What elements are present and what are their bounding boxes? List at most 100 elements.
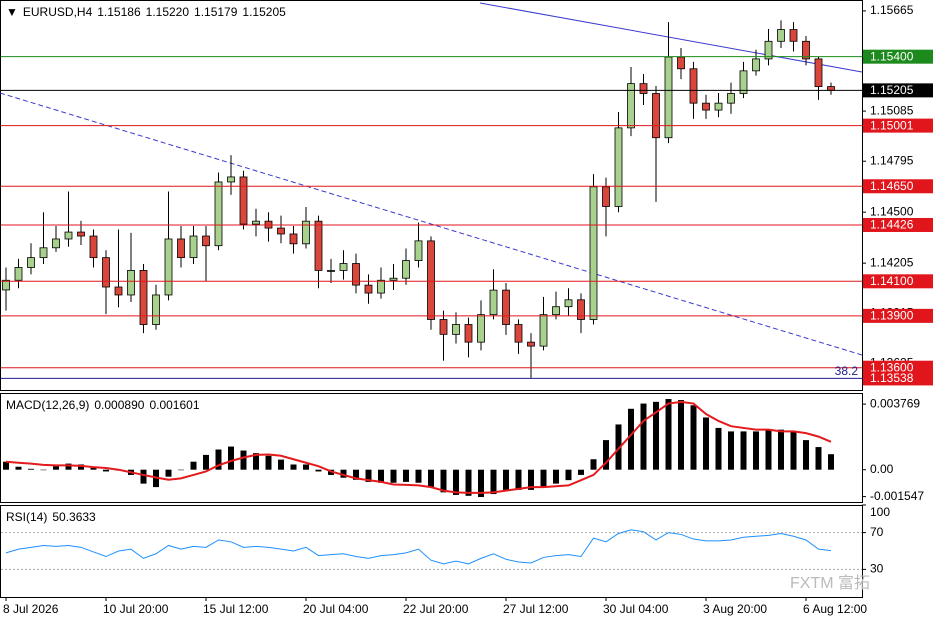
macd-bar xyxy=(440,469,447,493)
macd-bar xyxy=(665,399,672,470)
x-tick-label: 22 Jul 20:00 xyxy=(403,602,469,616)
macd-bar xyxy=(565,469,572,481)
macd-bar xyxy=(503,469,509,490)
y-tick-label: 0.003769 xyxy=(870,396,920,410)
candle-body xyxy=(152,294,160,325)
candle-body xyxy=(827,86,835,91)
macd-bar xyxy=(603,440,609,470)
macd-bar xyxy=(353,469,359,480)
level-box xyxy=(863,274,933,289)
candle-body xyxy=(139,270,148,325)
x-tick-label: 30 Jul 04:00 xyxy=(603,602,669,616)
macd-header: MACD(12,26,9) 0.000890 0.001601 xyxy=(6,398,205,412)
y-tick-label: 1.15665 xyxy=(870,3,914,17)
candle-body xyxy=(602,186,610,207)
macd-bar xyxy=(590,459,597,470)
candle-body xyxy=(414,240,423,261)
fibo-label: 38.2 xyxy=(835,364,859,378)
macd-bar xyxy=(715,427,722,470)
y-tick-label: 30 xyxy=(870,562,884,576)
candle-body xyxy=(639,83,648,94)
macd-bar xyxy=(540,469,547,488)
level-label: 1.13900 xyxy=(870,309,914,323)
macd-bar xyxy=(578,469,584,475)
macd-bar xyxy=(203,454,209,470)
candle-body xyxy=(489,289,498,316)
macd-bar xyxy=(453,469,459,495)
level-label: 1.13600 xyxy=(870,360,914,374)
symbol-header: ▼ EURUSD,H4 1.15186 1.15220 1.15179 1.15205 xyxy=(6,5,291,19)
macd-bar xyxy=(403,469,409,482)
macd-bar xyxy=(265,455,272,470)
macd-bar xyxy=(278,459,284,470)
candle-body xyxy=(539,314,548,347)
level-label: 1.15400 xyxy=(870,49,914,63)
macd-bar xyxy=(90,467,97,470)
y-tick-label: 1.14795 xyxy=(870,153,914,167)
macd-bar xyxy=(290,464,297,470)
candle-body xyxy=(64,231,73,240)
candle-body xyxy=(389,277,398,281)
y-tick-label: 1.15085 xyxy=(870,103,914,117)
macd-bar xyxy=(553,469,559,484)
candle-body xyxy=(314,220,323,271)
macd-value: 0.000890 xyxy=(94,398,145,412)
candle-body xyxy=(277,227,285,235)
candle-body xyxy=(764,40,773,60)
x-tick-label: 3 Aug 20:00 xyxy=(703,602,767,616)
macd-bar xyxy=(415,469,422,483)
x-tick-label: 15 Jul 12:00 xyxy=(203,602,269,616)
level-box xyxy=(863,371,933,386)
macd-title: MACD(12,26,9) xyxy=(6,398,90,412)
rsi-panel xyxy=(0,505,863,598)
macd-bar xyxy=(78,464,84,470)
macd-bar xyxy=(803,440,809,470)
candle-body xyxy=(102,257,110,288)
y-tick-label: -0.001547 xyxy=(870,489,924,503)
level-label: 1.15205 xyxy=(870,83,914,97)
level-label: 1.13538 xyxy=(870,371,914,385)
symbol: EURUSD,H4 xyxy=(22,5,93,19)
macd-bar xyxy=(728,431,734,470)
level-label: 1.14650 xyxy=(870,179,914,193)
level-label: 1.14426 xyxy=(870,218,914,232)
y-tick-label: 100 xyxy=(870,505,890,519)
rsi-line xyxy=(5,529,832,565)
candle-body xyxy=(189,235,198,259)
macd-bar xyxy=(703,417,709,470)
macd-bar xyxy=(390,469,397,483)
candle-body xyxy=(702,102,710,111)
candle-body xyxy=(2,279,10,291)
macd-bar xyxy=(615,424,622,470)
candle-body xyxy=(89,235,98,259)
candle-body xyxy=(289,233,298,245)
candle-body xyxy=(164,238,173,296)
candle-body xyxy=(777,29,785,42)
x-tick-label: 6 Aug 12:00 xyxy=(803,602,867,616)
macd-bar xyxy=(528,469,534,490)
macd-bar xyxy=(515,469,522,490)
macd-bar xyxy=(740,431,747,470)
candle-body xyxy=(577,299,585,320)
level-label: 1.14100 xyxy=(870,274,914,288)
candle-body xyxy=(27,257,35,268)
level-label: 1.15001 xyxy=(870,118,914,132)
x-tick-label: 8 Jul 2026 xyxy=(3,602,59,616)
x-tick-label: 20 Jul 04:00 xyxy=(303,602,369,616)
macd-bar xyxy=(315,469,322,472)
signal-value: 0.001601 xyxy=(149,398,200,412)
macd-bar xyxy=(103,469,109,472)
candle-body xyxy=(177,238,185,259)
watermark: FXTM 富拓 xyxy=(790,574,870,592)
level-box xyxy=(863,83,933,98)
y-tick-label: 1.14500 xyxy=(870,204,914,218)
macd-bar xyxy=(678,400,684,470)
macd-bar xyxy=(53,466,59,470)
candle-body xyxy=(514,324,523,343)
candle-body xyxy=(727,93,735,104)
header-low: 1.15179 xyxy=(194,5,238,19)
macd-bar xyxy=(815,447,822,470)
macd-bar xyxy=(303,464,309,470)
candle-body xyxy=(227,176,235,183)
